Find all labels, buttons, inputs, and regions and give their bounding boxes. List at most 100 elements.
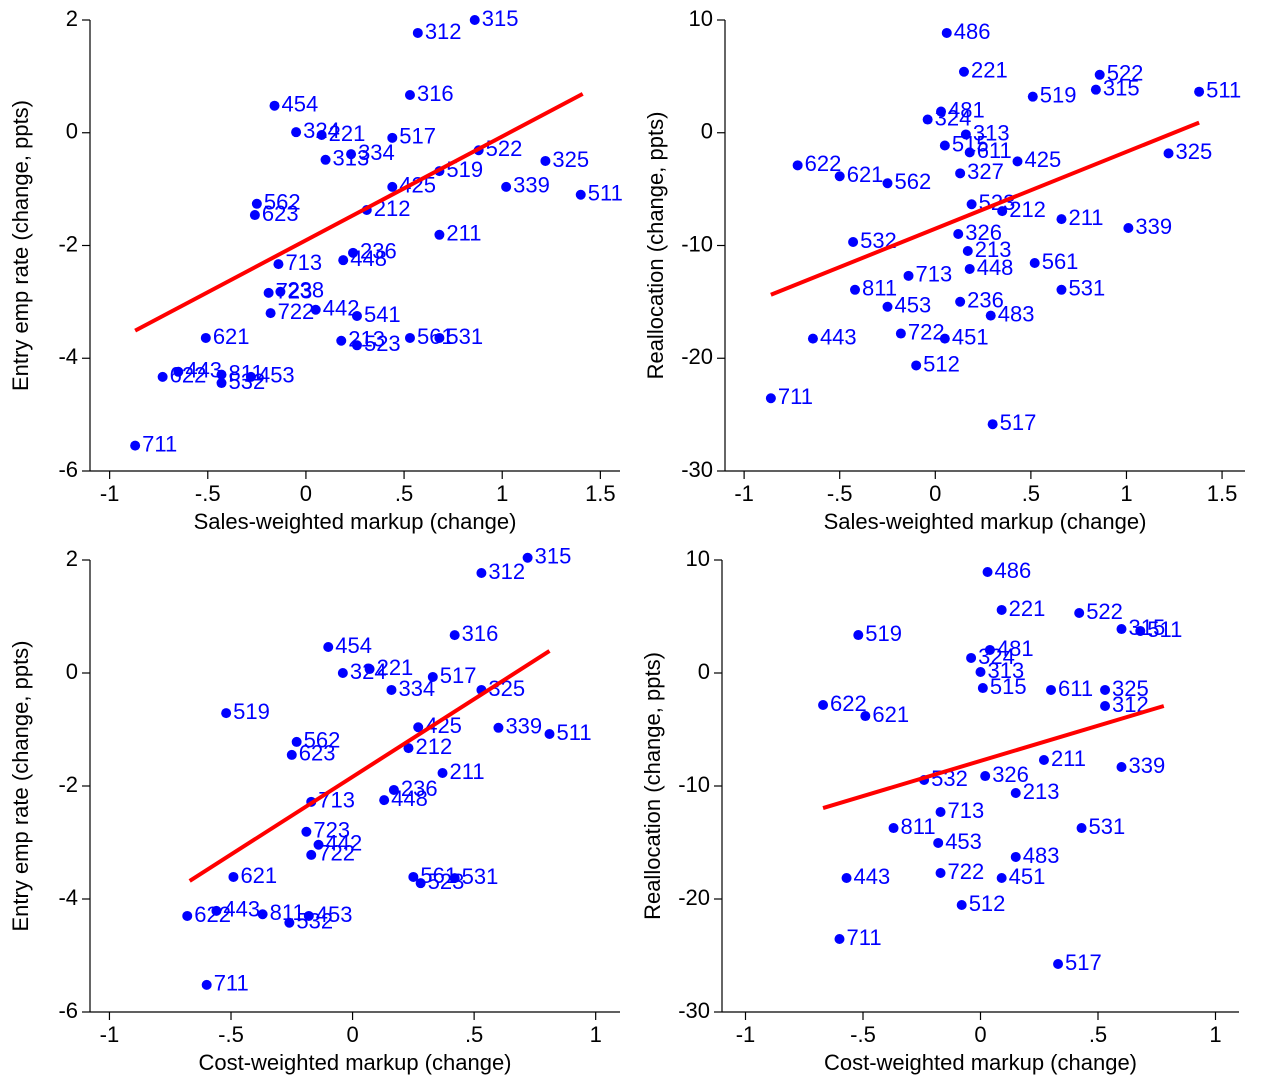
point-label: 531 <box>1089 814 1126 839</box>
point-label: 511 <box>556 720 591 745</box>
point-label: 211 <box>1051 746 1086 771</box>
point-label: 517 <box>1000 410 1037 435</box>
point <box>415 878 426 889</box>
point <box>1074 607 1085 618</box>
point <box>286 749 297 760</box>
point <box>346 149 357 160</box>
point <box>1090 84 1101 95</box>
point-label: 711 <box>847 925 882 950</box>
point <box>251 198 262 209</box>
point-label: 326 <box>992 762 1029 787</box>
point-label: 511 <box>1206 78 1241 103</box>
point <box>964 263 975 274</box>
point <box>228 871 239 882</box>
point-label: 315 <box>1129 615 1166 640</box>
point-label: 622 <box>170 363 207 388</box>
point-label: 523 <box>364 331 401 356</box>
point-label: 621 <box>213 324 250 349</box>
point-label: 723 <box>313 818 350 843</box>
point-label: 621 <box>847 162 884 187</box>
point <box>834 171 845 182</box>
x-tick-label: -.5 <box>195 481 221 506</box>
point <box>850 284 860 295</box>
point <box>323 642 334 653</box>
point <box>284 917 295 928</box>
point <box>364 664 375 675</box>
y-tick-label: -30 <box>681 457 713 482</box>
point <box>1029 257 1040 268</box>
y-axis-label: Reallocation (change, ppts) <box>640 652 665 920</box>
point <box>303 910 314 921</box>
point <box>404 332 415 343</box>
point <box>939 140 950 151</box>
point-label: 562 <box>264 190 301 215</box>
point <box>841 872 852 883</box>
point <box>476 567 487 578</box>
point <box>933 837 944 848</box>
point-label: 483 <box>998 301 1035 326</box>
point-label: 481 <box>948 97 985 122</box>
fit-line <box>188 649 551 883</box>
point-label: 454 <box>335 633 372 658</box>
point-label: 523 <box>428 869 465 894</box>
point <box>956 899 967 910</box>
point <box>997 206 1008 217</box>
point-label: 811 <box>862 276 897 301</box>
point-label: 512 <box>923 351 960 376</box>
point <box>985 310 996 321</box>
point <box>807 333 818 344</box>
point-label: 517 <box>1065 950 1102 975</box>
point <box>216 378 227 389</box>
point <box>955 296 966 307</box>
point <box>818 699 829 710</box>
x-tick-label: 1 <box>590 1022 602 1047</box>
point-label: 315 <box>482 6 519 31</box>
x-tick-label: .5 <box>395 481 413 506</box>
point <box>792 160 803 171</box>
point-label: 316 <box>462 621 499 646</box>
point <box>404 89 415 100</box>
point-label: 443 <box>820 324 857 349</box>
point-label: 623 <box>262 201 299 226</box>
point <box>935 868 946 879</box>
point-label: 443 <box>185 358 222 383</box>
point <box>1123 223 1134 234</box>
point <box>895 328 906 339</box>
point <box>966 652 977 663</box>
point-label: 212 <box>415 734 452 759</box>
point <box>427 671 438 682</box>
point-label: 486 <box>995 558 1032 583</box>
point-label: 531 <box>1068 276 1105 301</box>
point-label: 623 <box>299 741 336 766</box>
point <box>848 237 859 248</box>
point <box>320 154 331 165</box>
point-label: 238 <box>287 278 324 303</box>
point-label: 519 <box>1040 82 1077 107</box>
x-tick-label: -1 <box>100 481 120 506</box>
x-tick-label: -.5 <box>850 1022 876 1047</box>
y-tick-label: -2 <box>58 772 78 797</box>
x-tick-label: 0 <box>300 481 312 506</box>
point <box>888 823 899 834</box>
point <box>434 229 445 240</box>
point <box>958 66 969 77</box>
point-label: 512 <box>969 891 1006 916</box>
point <box>853 630 864 641</box>
point-label: 211 <box>446 221 481 246</box>
point-label: 312 <box>488 559 525 584</box>
x-tick-label: -1 <box>734 481 754 506</box>
point <box>351 310 362 321</box>
point-label: 451 <box>952 324 989 349</box>
y-axis-label: Entry emp rate (change, ppts) <box>8 100 33 391</box>
point <box>544 729 555 740</box>
point <box>1056 214 1067 225</box>
point <box>1046 684 1056 695</box>
point <box>173 366 184 377</box>
point <box>903 270 914 281</box>
point <box>387 181 398 192</box>
point <box>449 873 460 884</box>
point-label: 211 <box>450 759 485 784</box>
point-label: 515 <box>952 131 989 156</box>
point <box>939 333 950 344</box>
x-tick-label: 1.5 <box>585 481 616 506</box>
